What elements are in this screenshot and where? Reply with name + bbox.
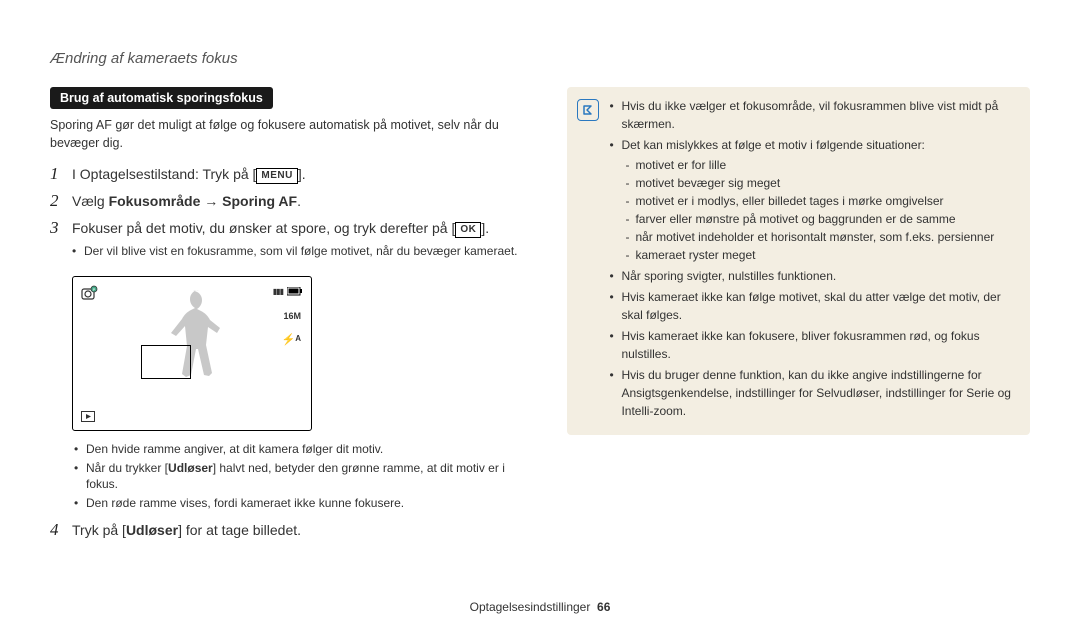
content-columns: Brug af automatisk sporingsfokus Sporing… [50,87,1030,547]
step-arrow: → [200,193,222,209]
ok-button-icon: OK [455,222,481,238]
step-text: ] for at tage billedet. [178,522,301,538]
note-subitem: motivet bevæger sig meget [625,174,1016,192]
section-header: Brug af automatisk sporingsfokus [50,87,273,109]
note-sublist: motivet er for lille motivet bevæger sig… [625,156,1016,264]
step-body: Fokuser på det motiv, du ønsker at spore… [72,218,537,268]
page-title: Ændring af kameraets fokus [50,50,1030,67]
note-subitem: motivet er i modlys, eller billedet tage… [625,192,1016,210]
svg-text:P: P [93,287,96,292]
note-list: Hvis du ikke vælger et fokusområde, vil … [609,97,1016,423]
below-lcd-bullets: Den hvide ramme angiver, at dit kamera f… [74,441,537,512]
step-1: 1 I Optagelsestilstand: Tryk på [MENU]. [50,164,537,185]
footer-section: Optagelsesindstillinger [470,600,591,614]
bullet-item: Den hvide ramme angiver, at dit kamera f… [74,441,537,458]
step-text: . [297,193,301,209]
note-item: Hvis du bruger denne funktion, kan du ik… [609,366,1016,420]
step-bold: Fokusområde [109,193,201,209]
right-column: Hvis du ikke vælger et fokusområde, vil … [567,87,1030,547]
step-text: Tryk på [ [72,522,126,538]
step-3: 3 Fokuser på det motiv, du ønsker at spo… [50,218,537,268]
flash-mode-icon: ⚡A [282,333,301,346]
menu-button-icon: MENU [256,168,297,184]
step-bold: Sporing AF [222,193,297,209]
camera-lcd-illustration: P ▮▮▮ 16M ⚡A [72,276,312,431]
note-subitem: kameraet ryster meget [625,246,1016,264]
footer-page-number: 66 [597,600,610,614]
note-item: Hvis kameraet ikke kan fokusere, bliver … [609,327,1016,363]
left-column: Brug af automatisk sporingsfokus Sporing… [50,87,537,547]
step-4: 4 Tryk på [Udløser] for at tage billedet… [50,520,537,541]
step-number: 1 [50,164,72,184]
note-subitem: motivet er for lille [625,156,1016,174]
page-footer: Optagelsesindstillinger 66 [0,600,1080,614]
note-item: Hvis du ikke vælger et fokusområde, vil … [609,97,1016,133]
image-size-icon: 16M [283,311,301,321]
playback-icon [81,411,95,422]
lcd-inner: P ▮▮▮ 16M ⚡A [79,283,305,424]
step-text: Fokuser på det motiv, du ønsker at spore… [72,220,455,236]
step-number: 4 [50,520,72,540]
camera-mode-icon: P [81,285,99,303]
section-intro: Sporing AF gør det muligt at følge og fo… [50,117,537,152]
note-subitem: når motivet indeholder et horisontalt mø… [625,228,1016,246]
bullet-item: Når du trykker [Udløser] halvt ned, bety… [74,460,537,494]
note-item: Det kan mislykkes at følge et motiv i fø… [609,136,1016,264]
note-text: Det kan mislykkes at følge et motiv i fø… [621,138,924,152]
focus-frame-icon [141,345,191,379]
note-subitem: farver eller mønstre på motivet og baggr… [625,210,1016,228]
note-box: Hvis du ikke vælger et fokusområde, vil … [567,87,1030,435]
note-item: Hvis kameraet ikke kan følge motivet, sk… [609,288,1016,324]
step-sub-bullets: Der vil blive vist en fokusramme, som vi… [72,243,537,260]
step-body: I Optagelsestilstand: Tryk på [MENU]. [72,164,537,185]
step-number: 2 [50,191,72,211]
note-item: Når sporing svigter, nulstilles funktion… [609,267,1016,285]
step-text: I Optagelsestilstand: Tryk på [ [72,166,256,182]
step-text: ]. [298,166,306,182]
step-text: Vælg [72,193,109,209]
info-note-icon [577,99,599,121]
sub-bullet: Der vil blive vist en fokusramme, som vi… [72,243,537,260]
step-number: 3 [50,218,72,238]
bullet-item: Den røde ramme vises, fordi kameraet ikk… [74,495,537,512]
step-2: 2 Vælg Fokusområde → Sporing AF. [50,191,537,212]
step-body: Tryk på [Udløser] for at tage billedet. [72,520,537,541]
step-text: ]. [481,220,489,236]
bullet-text: Når du trykker [ [86,461,168,475]
status-bar-icon: ▮▮▮ [273,287,303,296]
step-body: Vælg Fokusområde → Sporing AF. [72,191,537,212]
step-bold: Udløser [126,522,178,538]
bullet-bold: Udløser [168,461,213,475]
